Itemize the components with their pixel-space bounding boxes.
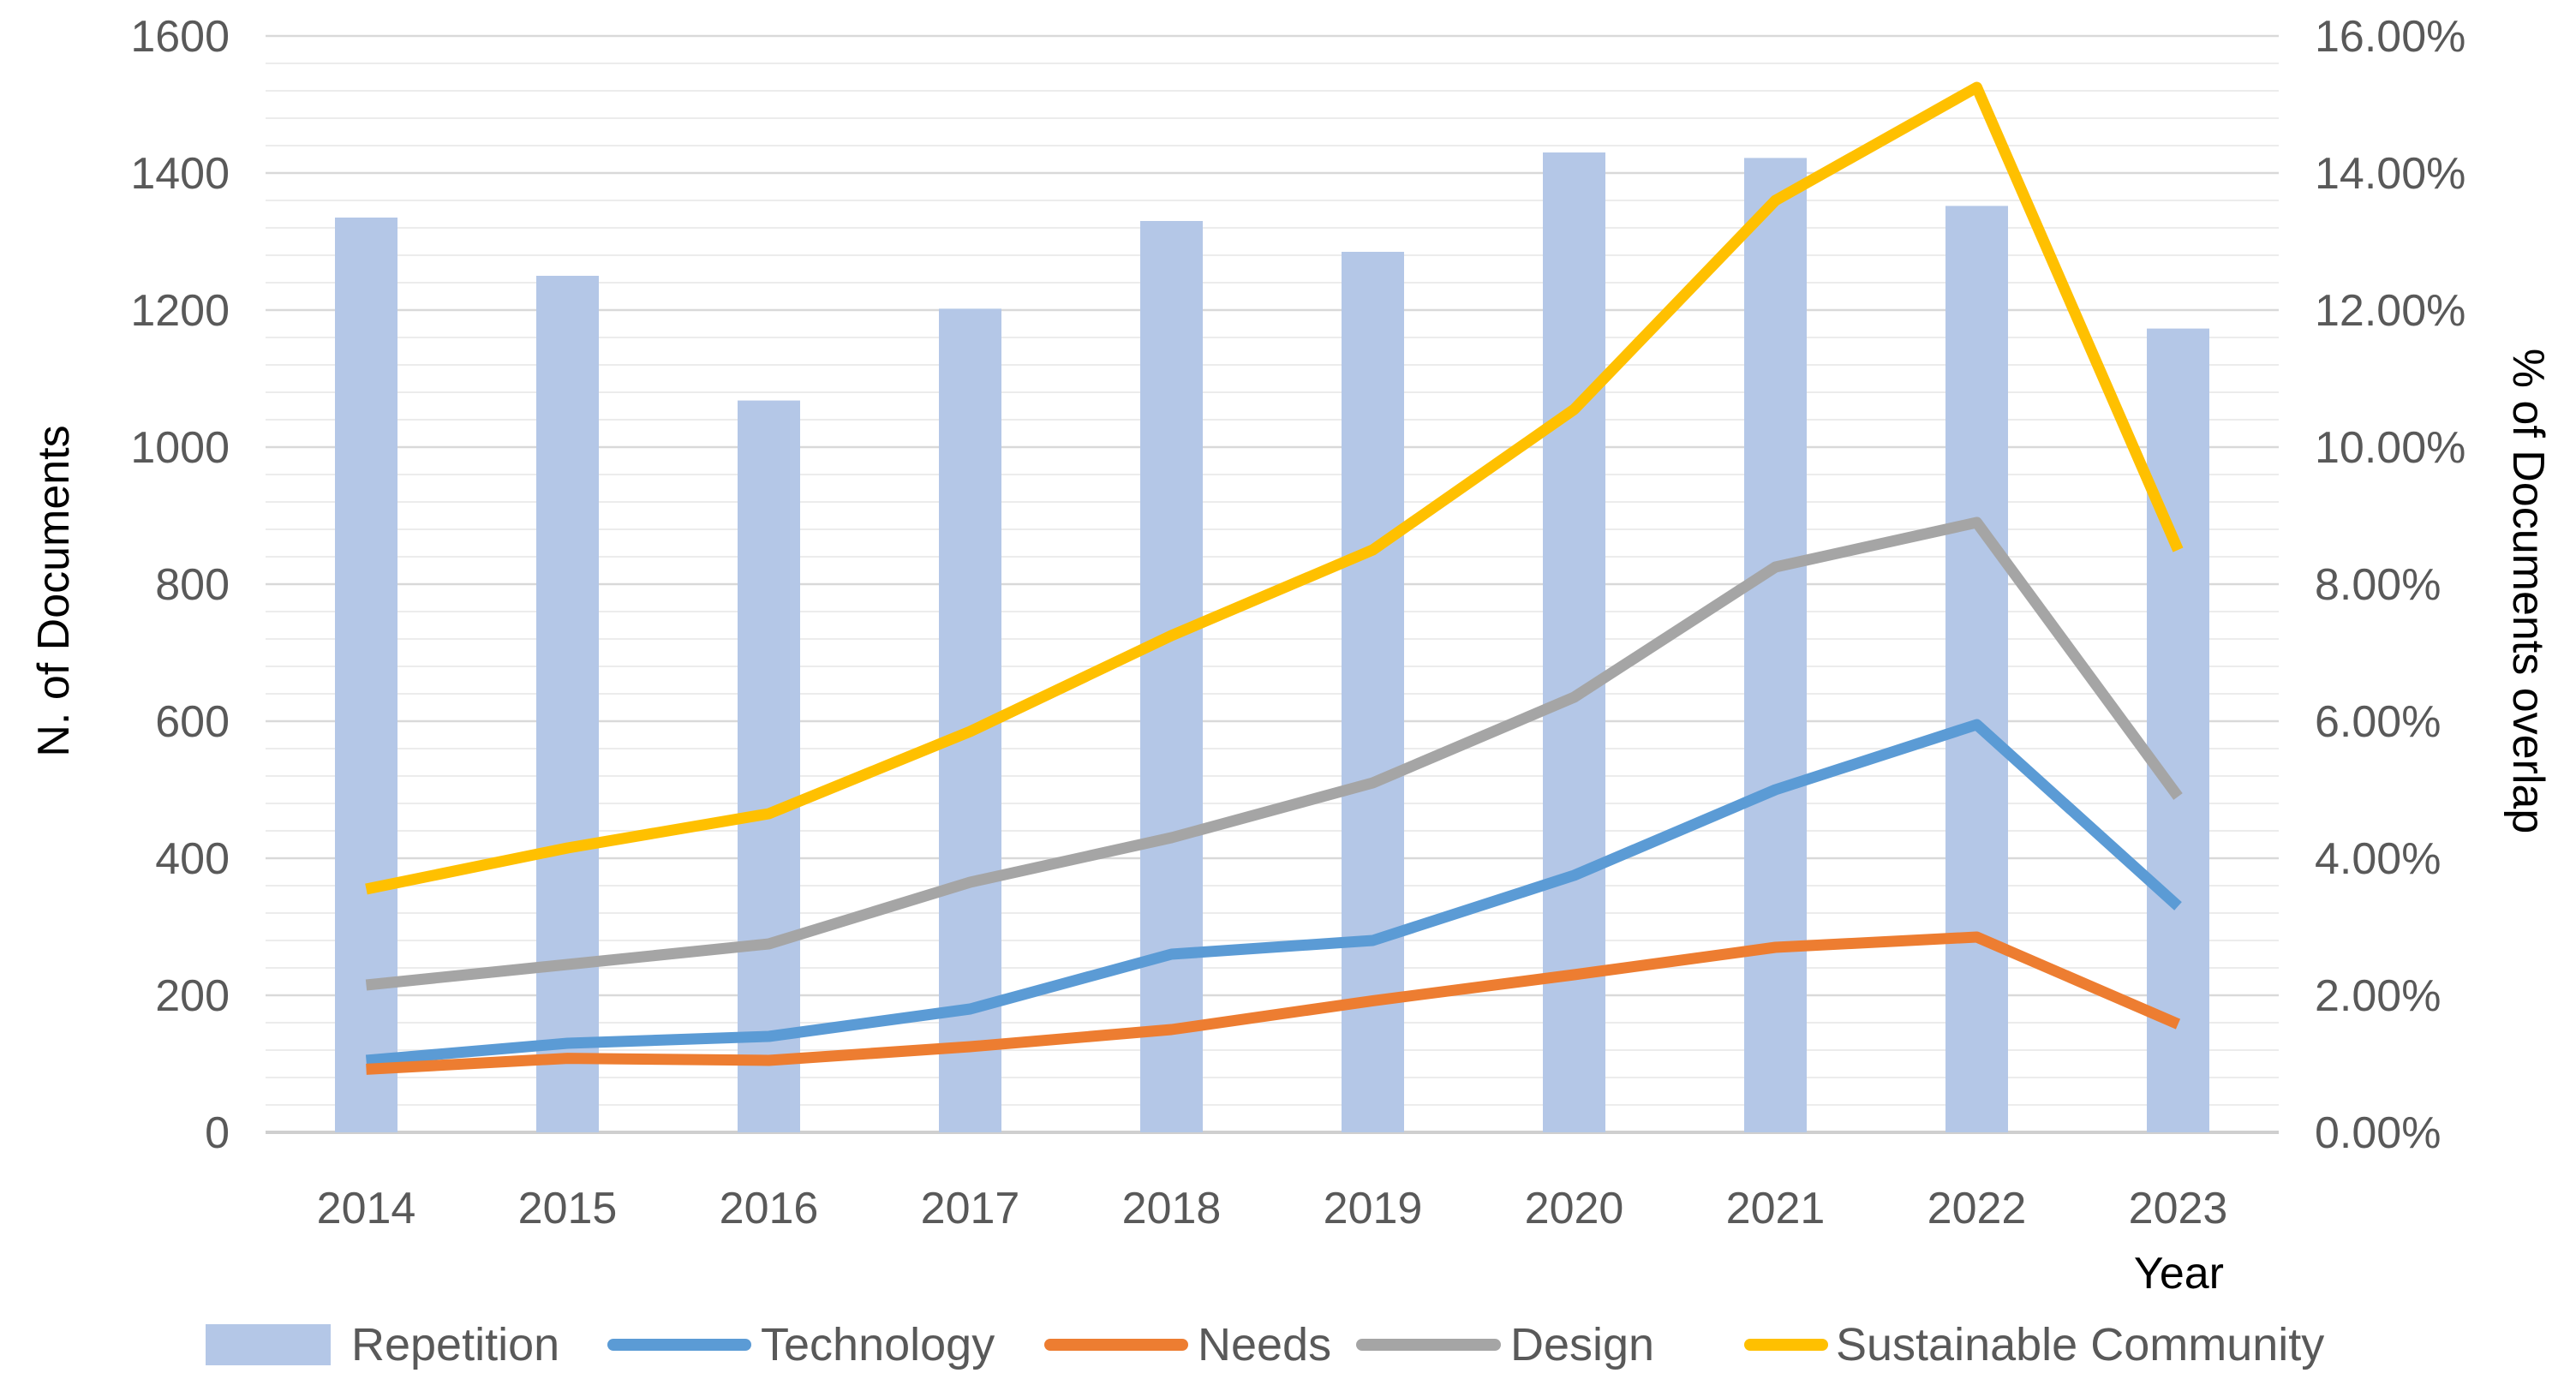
y-right-tick-label: 12.00% <box>2315 286 2465 336</box>
y-right-tick-label: 16.00% <box>2315 12 2465 62</box>
bar-repetition-2022 <box>1945 206 2008 1132</box>
x-tick-label: 2014 <box>317 1184 416 1233</box>
y-right-tick-label: 8.00% <box>2315 560 2441 610</box>
x-tick-label: 2016 <box>720 1184 819 1233</box>
legend-swatch-repetition <box>206 1324 331 1365</box>
bar-repetition-2021 <box>1744 158 1807 1132</box>
line-technology <box>365 719 2182 1066</box>
y-right-tick-label: 4.00% <box>2315 834 2441 884</box>
x-tick-label: 2015 <box>518 1184 618 1233</box>
line-needs <box>366 931 2181 1075</box>
y-right-tick-label: 10.00% <box>2315 423 2465 473</box>
bar-repetition-2014 <box>335 218 397 1132</box>
y-left-tick-label: 200 <box>155 971 230 1021</box>
bar-repetition-2020 <box>1543 152 1605 1132</box>
lines <box>365 81 2184 1075</box>
line-sustainable-community <box>365 81 2184 895</box>
y-right-tick-label: 14.00% <box>2315 149 2465 199</box>
x-tick-label: 2021 <box>1726 1184 1826 1233</box>
y-left-tick-label: 400 <box>155 834 230 884</box>
bar-repetition-2015 <box>536 276 599 1132</box>
legend-label-needs: Needs <box>1198 1319 1331 1370</box>
y-right-tick-label: 0.00% <box>2315 1108 2441 1158</box>
legend-label-sustainable-community: Sustainable Community <box>1836 1319 2324 1370</box>
y-left-axis-title: N. of Documents <box>29 425 79 756</box>
legend: Repetition Technology Needs Design Sustainab… <box>206 1319 2324 1370</box>
legend-label-technology: Technology <box>761 1319 995 1370</box>
y-left-tick-label: 0 <box>205 1108 230 1158</box>
bar-repetition-2016 <box>738 400 800 1133</box>
y-right-axis-title: % of Documents overlap <box>2503 349 2553 834</box>
legend-label-design: Design <box>1510 1319 1654 1370</box>
y-right-tick-label: 6.00% <box>2315 697 2441 747</box>
y-left-tick-label: 1200 <box>130 286 230 336</box>
x-tick-label: 2017 <box>921 1184 1020 1233</box>
y-left-tick-label: 600 <box>155 697 230 747</box>
x-tick-label: 2022 <box>1928 1184 2027 1233</box>
bar-repetition-2023 <box>2147 328 2209 1133</box>
bar-repetition-2018 <box>1140 221 1203 1132</box>
y-left-tick-label: 1400 <box>130 149 230 199</box>
bar-repetition-2019 <box>1342 252 1404 1132</box>
gridlines <box>266 34 2279 1134</box>
x-tick-label: 2020 <box>1525 1184 1624 1233</box>
x-tick-label: 2019 <box>1324 1184 1423 1233</box>
x-axis-title: Year <box>2134 1249 2224 1298</box>
y-left-tick-label: 1000 <box>130 423 230 473</box>
x-tick-label: 2018 <box>1122 1184 1222 1233</box>
y-right-tick-label: 2.00% <box>2315 971 2441 1021</box>
legend-label-repetition: Repetition <box>351 1319 559 1370</box>
line-design <box>365 516 2183 991</box>
y-left-tick-label: 1600 <box>130 12 230 62</box>
y-left-tick-label: 800 <box>155 560 230 610</box>
bars <box>335 152 2209 1133</box>
x-tick-label: 2023 <box>2129 1184 2228 1233</box>
axes: 0 200 400 600 800 1000 1200 1400 1600 0.00% 2.00% 4… <box>29 12 2553 1298</box>
